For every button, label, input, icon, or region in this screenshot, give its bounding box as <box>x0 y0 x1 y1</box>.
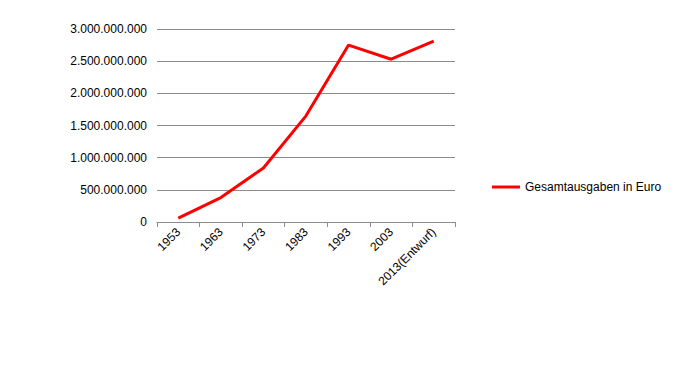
svg-text:1963: 1963 <box>197 225 226 254</box>
svg-text:1993: 1993 <box>325 225 354 254</box>
svg-text:3.000.000.000: 3.000.000.000 <box>70 22 147 36</box>
svg-text:1.000.000.000: 1.000.000.000 <box>70 151 147 165</box>
svg-text:2.500.000.000: 2.500.000.000 <box>70 54 147 68</box>
svg-text:2013(Entwurf): 2013(Entwurf) <box>376 225 439 288</box>
svg-text:Gesamtausgaben in Euro: Gesamtausgaben in Euro <box>525 180 661 194</box>
svg-text:2.000.000.000: 2.000.000.000 <box>70 86 147 100</box>
svg-text:1.500.000.000: 1.500.000.000 <box>70 119 147 133</box>
svg-text:2003: 2003 <box>367 225 396 254</box>
svg-text:0: 0 <box>140 215 147 229</box>
svg-text:500.000.000: 500.000.000 <box>80 183 147 197</box>
svg-text:1983: 1983 <box>282 225 311 254</box>
svg-text:1973: 1973 <box>240 225 269 254</box>
svg-text:1953: 1953 <box>154 225 183 254</box>
